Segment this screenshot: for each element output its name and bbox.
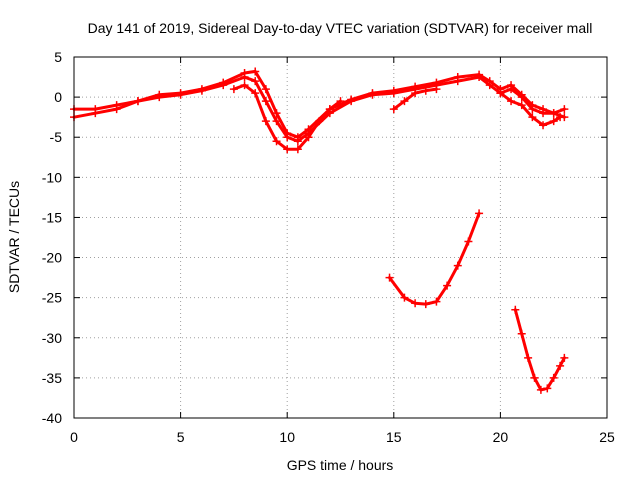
data-point xyxy=(304,125,313,134)
data-point xyxy=(524,353,533,362)
x-tick-label: 25 xyxy=(599,429,615,445)
x-tick-label: 5 xyxy=(177,429,185,445)
y-tick-label: -10 xyxy=(42,169,62,185)
data-point xyxy=(229,85,238,94)
y-tick-label: -25 xyxy=(42,290,62,306)
data-point xyxy=(517,90,526,99)
y-tick-label: 5 xyxy=(54,49,62,65)
y-tick-label: 0 xyxy=(54,89,62,105)
data-point xyxy=(293,145,302,154)
data-point xyxy=(112,105,121,114)
y-tick-label: -35 xyxy=(42,370,62,386)
data-point xyxy=(453,261,462,270)
data-point xyxy=(539,105,548,114)
x-tick-label: 20 xyxy=(493,429,509,445)
data-point xyxy=(556,361,565,370)
data-point xyxy=(464,237,473,246)
data-point xyxy=(511,305,520,314)
data-point xyxy=(560,353,569,362)
data-point xyxy=(91,109,100,118)
chart-title: Day 141 of 2019, Sidereal Day-to-day VTE… xyxy=(88,20,593,36)
y-tick-label: -5 xyxy=(50,129,63,145)
data-point xyxy=(251,89,260,98)
data-point xyxy=(347,95,356,104)
y-tick-label: -15 xyxy=(42,209,62,225)
data-point xyxy=(453,73,462,82)
data-point xyxy=(528,113,537,122)
data-point xyxy=(155,90,164,99)
series-group xyxy=(70,67,569,394)
data-point xyxy=(400,293,409,302)
data-point xyxy=(530,373,539,382)
data-point xyxy=(219,78,228,87)
data-point xyxy=(421,86,430,95)
data-point xyxy=(556,113,565,122)
data-point xyxy=(325,105,334,114)
data-point xyxy=(507,81,516,90)
data-point xyxy=(240,81,249,90)
x-axis-label: GPS time / hours xyxy=(287,457,394,473)
data-point xyxy=(315,117,324,126)
data-point xyxy=(485,77,494,86)
plot-frame xyxy=(73,56,608,419)
data-point xyxy=(133,97,142,106)
data-point xyxy=(261,85,270,94)
data-point xyxy=(560,105,569,114)
data-point xyxy=(261,117,270,126)
y-tick-label: -20 xyxy=(42,250,62,266)
y-tick-label: -40 xyxy=(42,410,62,426)
data-point xyxy=(176,89,185,98)
data-point xyxy=(475,70,484,79)
data-point xyxy=(389,86,398,95)
data-point xyxy=(283,145,292,154)
data-point xyxy=(272,137,281,146)
data-point xyxy=(251,67,260,76)
data-point xyxy=(528,101,537,110)
data-point xyxy=(389,105,398,114)
data-point xyxy=(283,129,292,138)
data-point xyxy=(536,385,545,394)
data-point xyxy=(411,89,420,98)
data-point xyxy=(549,373,558,382)
data-point xyxy=(197,85,206,94)
data-point xyxy=(443,281,452,290)
data-point xyxy=(336,97,345,106)
data-point xyxy=(411,299,420,308)
x-tick-label: 15 xyxy=(386,429,402,445)
data-point xyxy=(496,89,505,98)
data-point xyxy=(539,121,548,130)
data-point xyxy=(400,97,409,106)
x-tick-label: 10 xyxy=(279,429,295,445)
data-point xyxy=(549,109,558,118)
data-point xyxy=(240,69,249,78)
y-axis-label: SDTVAR / TECUs xyxy=(6,181,22,293)
x-tick-label: 0 xyxy=(70,429,78,445)
data-point xyxy=(272,109,281,118)
data-point xyxy=(549,117,558,126)
y-tick-label: -30 xyxy=(42,330,62,346)
data-point xyxy=(368,89,377,98)
data-point xyxy=(304,133,313,142)
data-point xyxy=(517,329,526,338)
data-point xyxy=(543,384,552,393)
data-point xyxy=(261,97,270,106)
data-point xyxy=(507,97,516,106)
data-point xyxy=(517,101,526,110)
data-point xyxy=(475,209,484,218)
data-point xyxy=(421,300,430,309)
data-point xyxy=(385,273,394,282)
data-point xyxy=(432,85,441,94)
tick-labels: 0 5 10 15 20 25 5 0 -5 -10 -15 -20 -25 -30 -35 -40 xyxy=(42,49,615,445)
data-point xyxy=(432,297,441,306)
data-point xyxy=(251,77,260,86)
data-point xyxy=(293,133,302,142)
